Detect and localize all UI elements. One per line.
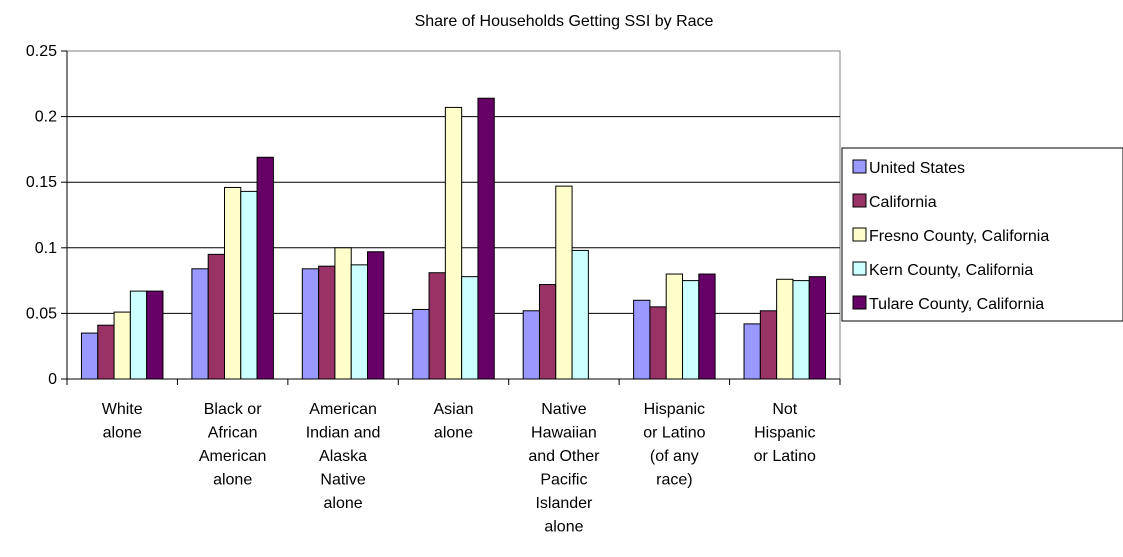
legend-swatch bbox=[852, 193, 867, 208]
x-category-label-line: Alaska bbox=[319, 448, 367, 465]
bar bbox=[334, 247, 352, 380]
x-category-label: Hispanic or Latino (of any race) bbox=[643, 401, 705, 489]
x-category-label: American Indian and Alaska Native alone bbox=[306, 401, 381, 512]
bar bbox=[759, 310, 778, 380]
legend-label: United States bbox=[869, 160, 965, 177]
bar bbox=[743, 323, 761, 380]
legend-swatch bbox=[852, 227, 867, 242]
y-tick-label: 0.25 bbox=[26, 43, 57, 60]
legend-label: Tulare County, California bbox=[869, 296, 1044, 313]
bar bbox=[522, 310, 540, 380]
x-category-label-line: and Other bbox=[528, 448, 600, 465]
chart-title: Share of Households Getting SSI by Race bbox=[415, 13, 714, 30]
bar bbox=[97, 324, 115, 380]
bar bbox=[412, 308, 430, 380]
legend: United States California Fresno County, Ca… bbox=[841, 147, 1123, 322]
x-category-label-line: Pacific bbox=[540, 472, 587, 489]
x-category-label-line: alone bbox=[544, 519, 583, 536]
x-category-label-line: Hawaiian bbox=[531, 425, 597, 442]
x-category-label-line: alone bbox=[434, 425, 473, 442]
bar bbox=[477, 97, 495, 380]
x-category-label-line: race) bbox=[656, 472, 692, 489]
x-category-label-line: alone bbox=[103, 425, 142, 442]
legend-label: Fresno County, California bbox=[869, 228, 1049, 245]
x-category-label-line: alone bbox=[323, 495, 362, 512]
y-tick-label: 0.05 bbox=[26, 305, 57, 322]
bar bbox=[665, 273, 684, 380]
x-category-label-line: alone bbox=[213, 472, 252, 489]
bar bbox=[698, 273, 716, 380]
y-axis-ticks: 0 0.05 0.1 0.15 0.2 0.25 bbox=[26, 43, 67, 388]
bar bbox=[318, 265, 336, 380]
bar bbox=[461, 276, 479, 380]
bar bbox=[80, 332, 99, 380]
bar bbox=[367, 251, 385, 380]
bar bbox=[129, 290, 148, 380]
bar bbox=[256, 156, 274, 380]
x-category-label-line: Indian and bbox=[306, 425, 381, 442]
bar bbox=[808, 276, 827, 380]
bar bbox=[538, 284, 557, 380]
bar bbox=[633, 299, 651, 380]
bar bbox=[350, 264, 369, 380]
y-tick-label: 0.1 bbox=[35, 240, 57, 257]
y-tick-label: 0 bbox=[48, 371, 57, 388]
legend-swatch bbox=[852, 295, 867, 310]
bar bbox=[301, 268, 320, 380]
legend-box bbox=[841, 147, 1123, 322]
x-category-label-line: Islander bbox=[535, 495, 593, 512]
x-category-label-line: American bbox=[309, 401, 377, 418]
bar bbox=[240, 190, 258, 380]
x-category-label-line: Not bbox=[772, 401, 797, 418]
bar bbox=[146, 290, 164, 380]
x-axis bbox=[66, 51, 841, 385]
x-category-label-line: Black or bbox=[204, 401, 262, 418]
bar bbox=[776, 278, 794, 380]
bar bbox=[207, 253, 225, 380]
y-tick-label: 0.2 bbox=[35, 109, 57, 126]
x-category-label-line: or Latino bbox=[754, 448, 816, 465]
x-category-label-line: (of any bbox=[650, 448, 699, 465]
y-tick-label: 0.15 bbox=[26, 174, 57, 191]
x-category-label-line: Native bbox=[541, 401, 586, 418]
x-category-label-line: Hispanic bbox=[754, 425, 815, 442]
legend-swatch bbox=[852, 261, 867, 276]
bar bbox=[649, 306, 667, 380]
bar bbox=[223, 186, 242, 380]
x-category-label-line: African bbox=[208, 425, 258, 442]
x-category-label: White alone bbox=[102, 401, 143, 442]
bar bbox=[113, 311, 131, 380]
x-category-label: Asian alone bbox=[433, 401, 473, 442]
bars bbox=[80, 97, 827, 380]
x-category-label: Not Hispanic or Latino bbox=[754, 401, 816, 465]
bar bbox=[428, 272, 446, 380]
x-category-label: Black or African American alone bbox=[199, 401, 267, 489]
bar bbox=[682, 280, 700, 380]
bar bbox=[555, 185, 573, 380]
x-category-label-line: or Latino bbox=[643, 425, 705, 442]
x-category-label-line: White bbox=[102, 401, 143, 418]
x-category-label-line: Hispanic bbox=[644, 401, 705, 418]
legend-swatch bbox=[852, 159, 867, 174]
legend-label: California bbox=[869, 194, 937, 211]
x-category-label-line: Asian bbox=[433, 401, 473, 418]
bar bbox=[444, 106, 463, 380]
x-category-label-line: American bbox=[199, 448, 267, 465]
legend-label: Kern County, California bbox=[869, 262, 1033, 279]
bar bbox=[792, 280, 810, 380]
bar bbox=[191, 268, 209, 380]
bar bbox=[571, 249, 589, 380]
x-category-label: Native Hawaiian and Other Pacific Islander al… bbox=[528, 401, 600, 536]
x-category-label-line: Native bbox=[320, 472, 365, 489]
